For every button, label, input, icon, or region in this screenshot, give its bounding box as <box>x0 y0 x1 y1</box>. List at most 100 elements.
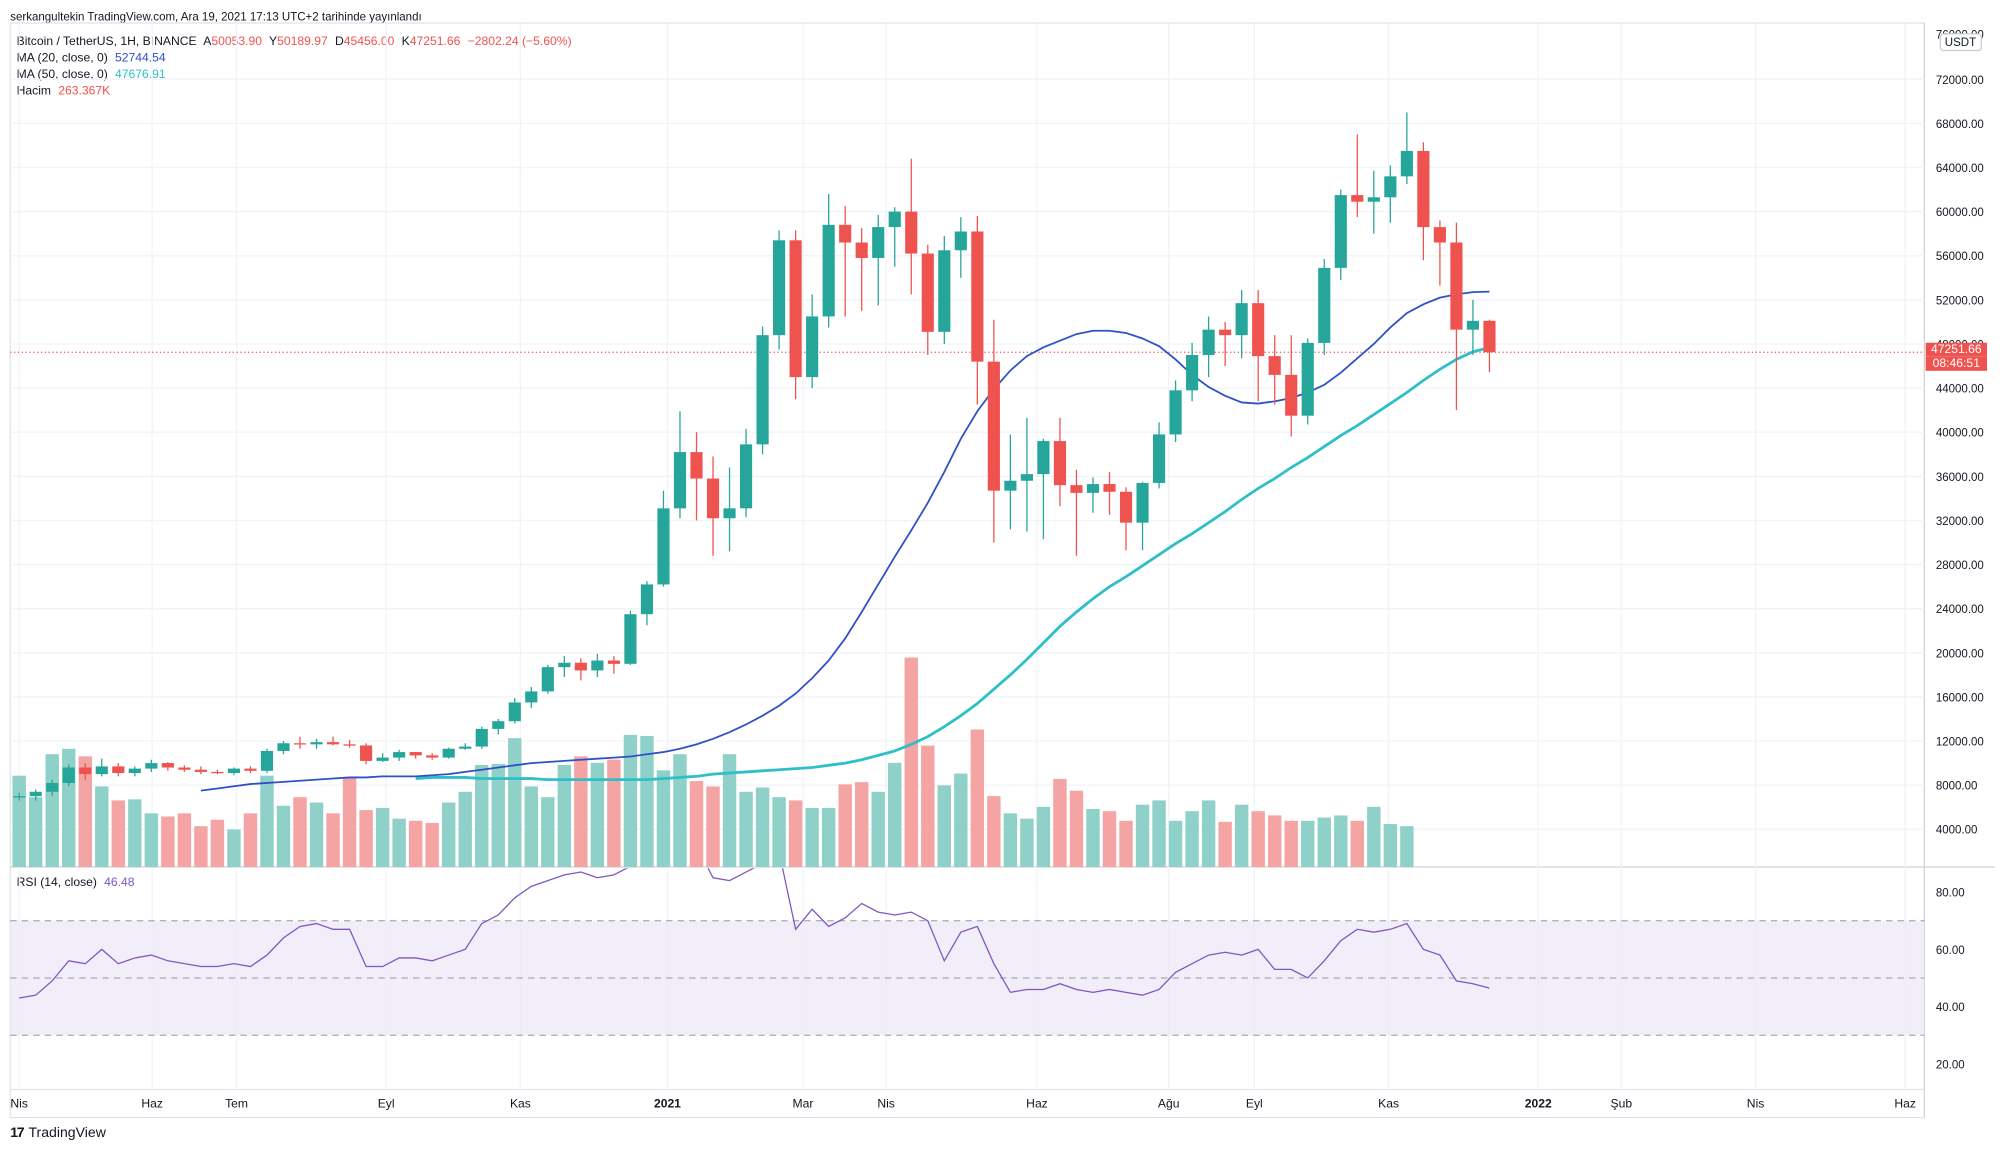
candle-body <box>62 767 75 783</box>
volume-bar <box>755 787 770 867</box>
candle-body <box>95 766 108 775</box>
candle-body <box>277 743 290 751</box>
volume-bar <box>970 729 985 867</box>
volume-bar <box>772 797 786 867</box>
candle-body <box>1301 342 1314 416</box>
volume-bar <box>1102 811 1117 867</box>
candle <box>1152 422 1166 489</box>
legend-ma20-row[interactable]: MA (20, close, 0) 52744.54 <box>17 51 170 65</box>
candle <box>1235 289 1248 359</box>
candle-body <box>128 768 141 774</box>
volume-bar <box>888 762 902 867</box>
tradingview-footer[interactable]: 17 TradingView <box>10 1125 106 1140</box>
volume-bar <box>458 791 472 867</box>
volume-bar <box>904 657 918 867</box>
volume-bar <box>1003 813 1018 867</box>
candle <box>1219 321 1232 367</box>
legend-volume-row[interactable]: Hacim 263.367K <box>17 84 114 98</box>
candle <box>95 758 108 777</box>
volume-bar <box>821 807 836 867</box>
candle <box>1334 189 1347 281</box>
candle-body <box>1202 329 1215 356</box>
volume-bar <box>227 829 241 867</box>
candle-body <box>756 335 769 445</box>
volume-bar <box>441 802 456 867</box>
candle-body <box>1433 227 1446 243</box>
candle <box>888 207 901 267</box>
candle-body <box>194 769 207 772</box>
candle <box>1351 134 1364 218</box>
volume-bar <box>1367 806 1381 867</box>
volume-bar <box>392 818 406 867</box>
candle <box>756 326 769 455</box>
volume-bar <box>128 799 142 867</box>
candle <box>1318 259 1331 356</box>
candle-body <box>161 763 174 768</box>
volume-bar <box>524 786 539 867</box>
legend-ma50-row[interactable]: MA (50, close, 0) 47676.91 <box>17 68 170 82</box>
legend-low-label: D <box>334 34 344 49</box>
candle-body <box>1318 267 1331 343</box>
volume-bar <box>1053 778 1067 867</box>
currency-badge[interactable]: USDT <box>1939 33 1982 52</box>
candle <box>442 747 455 759</box>
volume-bar <box>375 807 390 867</box>
candle <box>1119 487 1133 551</box>
candle-body <box>1384 176 1397 198</box>
candle-body <box>1483 320 1496 353</box>
candle-body <box>393 752 406 758</box>
candle <box>954 217 967 278</box>
footer-brand: TradingView <box>28 1125 106 1141</box>
candle-body <box>112 766 125 774</box>
candle-body <box>773 240 786 336</box>
time-tick-label: Haz <box>1894 1096 1916 1110</box>
publish-header: serkangultekin TradingView.com, Ara 19, … <box>10 10 422 24</box>
ma50-line <box>415 346 1490 782</box>
candle <box>1417 142 1430 261</box>
time-tick-label: Haz <box>141 1096 163 1110</box>
candle <box>1037 438 1050 540</box>
volume-bar <box>541 797 555 867</box>
candle <box>326 736 340 746</box>
candle <box>789 230 802 400</box>
candle <box>905 158 918 295</box>
time-tick-label: Haz <box>1026 1096 1048 1110</box>
candle <box>624 610 637 665</box>
candle-body <box>574 662 587 671</box>
candle <box>723 467 736 552</box>
volume-bar <box>1301 820 1315 867</box>
candle <box>1020 417 1033 532</box>
candle <box>1483 319 1496 373</box>
candle-body <box>1351 195 1364 202</box>
legend-rsi-row[interactable]: RSI (14, close) 46.48 <box>17 876 139 890</box>
price-tick-label: 36000.00 <box>1936 472 1984 484</box>
volume-bar <box>557 764 572 867</box>
legend-close: 47251.66 <box>409 34 461 49</box>
legend-volume-value: 263.367K <box>58 84 111 99</box>
volume-bar <box>805 807 819 867</box>
candle <box>657 490 670 587</box>
legend-ma50-value: 47676.91 <box>114 67 166 82</box>
candle <box>508 698 521 724</box>
candle <box>706 456 720 556</box>
candle-body <box>1235 303 1248 336</box>
candle-body <box>211 771 224 774</box>
candle <box>310 738 323 749</box>
volume-bar <box>144 813 159 867</box>
volume-bar <box>1185 811 1199 867</box>
candle <box>62 764 75 787</box>
candle <box>607 656 620 674</box>
candle-body <box>1367 197 1380 202</box>
candle-body <box>1004 480 1017 491</box>
candle <box>1070 469 1083 556</box>
candle <box>1103 471 1116 515</box>
candle-body <box>938 250 951 332</box>
candle-body <box>1268 356 1281 375</box>
time-tick-label: Nis <box>1747 1096 1765 1110</box>
volume-bar <box>921 745 935 867</box>
candle <box>409 752 422 759</box>
volume-bar <box>177 813 192 867</box>
candle-body <box>1152 434 1166 483</box>
candle <box>1202 316 1215 378</box>
